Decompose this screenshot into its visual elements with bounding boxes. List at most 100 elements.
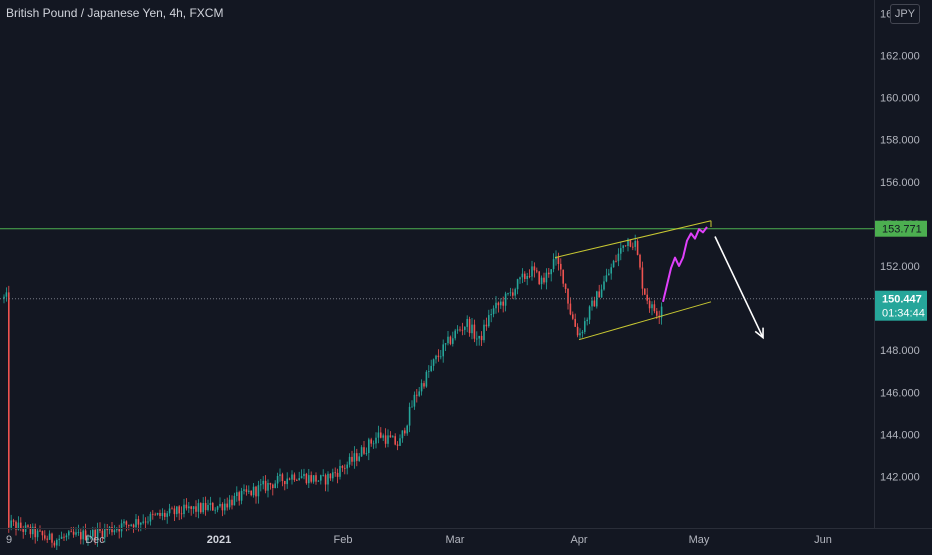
candle-body bbox=[651, 304, 653, 309]
candle bbox=[281, 472, 284, 487]
price-axis[interactable]: 164.000162.000160.000158.000156.000154.0… bbox=[874, 0, 928, 528]
candle bbox=[70, 527, 72, 533]
candle-body bbox=[459, 329, 461, 331]
candle bbox=[452, 331, 454, 347]
candle bbox=[358, 453, 360, 462]
candle bbox=[540, 275, 543, 290]
candle-body bbox=[154, 514, 156, 516]
candle bbox=[416, 389, 418, 403]
candle bbox=[634, 234, 636, 251]
candle-body bbox=[442, 344, 444, 357]
candle-body bbox=[168, 508, 171, 514]
candle bbox=[552, 253, 555, 273]
candle-body bbox=[401, 430, 404, 439]
candle bbox=[514, 287, 516, 300]
candle-body bbox=[324, 475, 327, 485]
candle-body bbox=[624, 245, 627, 247]
candle bbox=[334, 467, 336, 477]
candle bbox=[545, 268, 548, 290]
forecast-arrow[interactable] bbox=[714, 236, 764, 340]
candle-body bbox=[32, 526, 34, 535]
candle-body bbox=[63, 536, 65, 538]
candle bbox=[531, 260, 533, 281]
candle-body bbox=[622, 245, 624, 249]
candle bbox=[548, 268, 550, 278]
candle bbox=[156, 512, 159, 516]
candle bbox=[497, 301, 500, 313]
candle bbox=[130, 523, 132, 527]
candle-body bbox=[531, 266, 533, 277]
x-tick-label: Jun bbox=[814, 534, 832, 546]
candle-body bbox=[435, 355, 437, 360]
candle-body bbox=[586, 319, 588, 322]
candle-body bbox=[428, 371, 430, 372]
candle bbox=[608, 269, 610, 276]
candle bbox=[219, 497, 221, 508]
candle bbox=[274, 480, 276, 489]
time-axis[interactable]: 9 Dec 2021 Feb Mar Apr May Jun bbox=[0, 528, 932, 547]
candle-body bbox=[8, 292, 10, 528]
candle bbox=[228, 495, 231, 510]
candles-layer bbox=[3, 234, 663, 552]
candle bbox=[512, 288, 514, 299]
candle bbox=[574, 313, 576, 327]
candle bbox=[200, 502, 202, 514]
candle-body bbox=[216, 506, 219, 510]
candle-body bbox=[327, 473, 329, 485]
channel-lower-line[interactable] bbox=[578, 301, 712, 341]
candle bbox=[320, 474, 322, 485]
candle bbox=[644, 288, 646, 295]
candle-body bbox=[188, 506, 190, 509]
candle bbox=[288, 477, 291, 481]
candle bbox=[399, 434, 401, 446]
candle bbox=[32, 523, 34, 540]
candle bbox=[260, 479, 262, 492]
projection-path[interactable] bbox=[662, 226, 708, 303]
candle bbox=[442, 339, 444, 363]
candle-body bbox=[288, 478, 291, 480]
candle bbox=[154, 512, 156, 516]
candle bbox=[267, 479, 269, 498]
candle-body bbox=[113, 530, 116, 533]
candle-body bbox=[80, 532, 82, 540]
candle bbox=[252, 483, 255, 498]
candle-body bbox=[555, 256, 557, 260]
candle bbox=[34, 523, 36, 544]
candle-body bbox=[197, 503, 200, 512]
candle-body bbox=[39, 530, 41, 532]
candle-body bbox=[392, 436, 394, 438]
candle bbox=[300, 469, 303, 479]
candle-body bbox=[46, 538, 48, 540]
candle bbox=[264, 475, 267, 494]
candle bbox=[279, 468, 281, 482]
candle bbox=[519, 276, 521, 284]
last-price-label: 150.447 bbox=[882, 294, 922, 306]
candle bbox=[104, 523, 106, 543]
candle-body bbox=[641, 267, 644, 289]
candle bbox=[392, 435, 394, 438]
y-tick-label: 146.000 bbox=[880, 387, 920, 399]
candle-body bbox=[466, 319, 468, 327]
candle bbox=[588, 305, 591, 325]
candle bbox=[394, 433, 396, 446]
candle bbox=[562, 269, 564, 288]
candle-body bbox=[176, 506, 178, 515]
candle bbox=[504, 291, 507, 312]
candle-body bbox=[483, 324, 485, 341]
candle-body bbox=[228, 499, 231, 508]
candle bbox=[536, 267, 538, 274]
y-tick-label: 144.000 bbox=[880, 430, 920, 442]
candle bbox=[380, 427, 382, 439]
channel-upper-line[interactable] bbox=[554, 220, 712, 259]
candle bbox=[89, 530, 92, 540]
candle bbox=[584, 317, 586, 335]
currency-button[interactable]: JPY bbox=[890, 4, 920, 24]
candle-body bbox=[461, 329, 464, 331]
candle-body bbox=[118, 528, 120, 532]
candle-body bbox=[569, 303, 572, 315]
candle-body bbox=[516, 279, 519, 290]
candle bbox=[272, 483, 274, 496]
candle-body bbox=[471, 324, 473, 334]
